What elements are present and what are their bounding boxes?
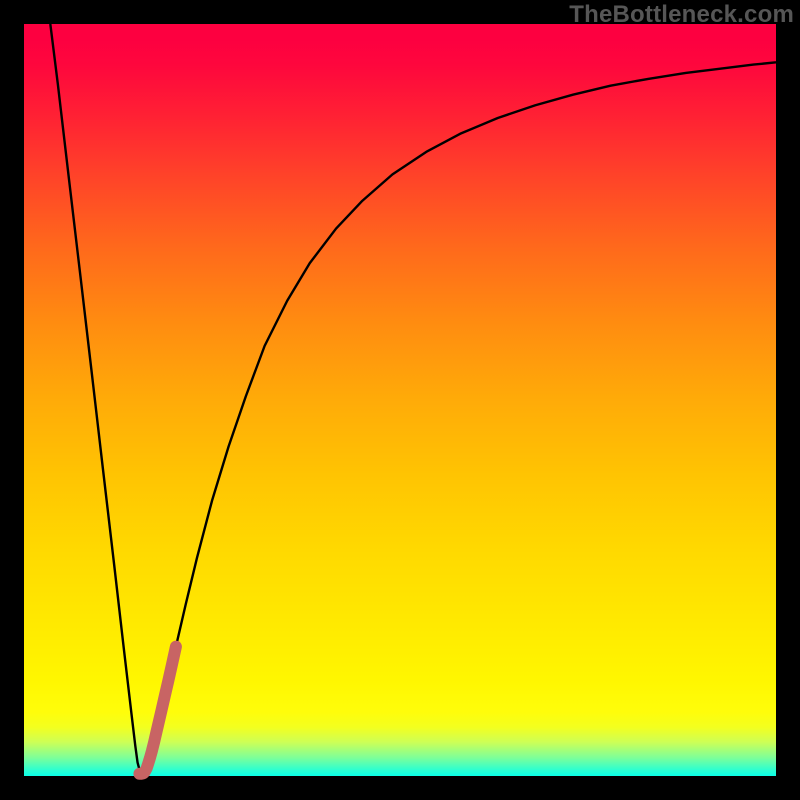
bottleneck-chart — [0, 0, 800, 800]
plot-background — [24, 24, 776, 776]
watermark-text: TheBottleneck.com — [569, 1, 794, 29]
chart-container: { "meta": { "width": 800, "height": 800,… — [0, 0, 800, 800]
